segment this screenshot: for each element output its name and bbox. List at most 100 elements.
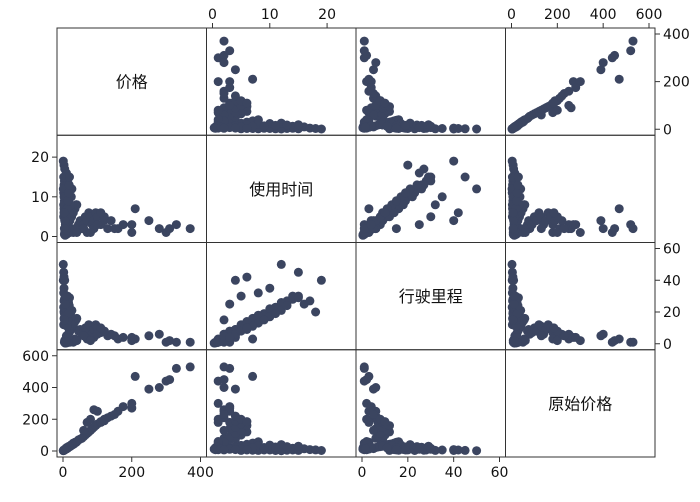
data-point: [509, 299, 519, 309]
data-point: [596, 216, 606, 226]
data-point: [103, 224, 113, 234]
data-point: [144, 331, 154, 341]
data-point: [72, 336, 82, 346]
data-point: [144, 384, 154, 394]
y-tick-label: 400: [663, 27, 690, 43]
data-point: [213, 398, 223, 408]
data-point: [61, 291, 71, 301]
panel-r1-c2: [355, 134, 506, 243]
data-point: [79, 224, 89, 234]
data-point: [230, 123, 240, 133]
data-point: [369, 410, 378, 419]
x-tick-label: 600: [636, 7, 663, 23]
data-point: [130, 334, 140, 344]
data-point: [219, 425, 229, 435]
data-point: [614, 334, 624, 344]
data-point: [127, 228, 137, 237]
data-point: [219, 58, 229, 68]
data-point: [552, 105, 562, 115]
data-point: [437, 124, 447, 133]
data-point: [236, 291, 246, 301]
x-tick-label: 400: [590, 7, 617, 23]
variable-label: 行驶里程: [399, 287, 463, 306]
data-point: [513, 180, 523, 190]
data-point: [311, 307, 321, 317]
data-point: [362, 105, 372, 115]
data-point: [598, 58, 608, 68]
data-point: [60, 299, 70, 309]
data-point: [508, 208, 518, 218]
data-point: [507, 259, 517, 269]
data-point: [106, 216, 116, 226]
data-point: [305, 296, 315, 306]
data-point: [230, 384, 240, 394]
data-point: [293, 120, 303, 130]
data-point: [380, 208, 390, 218]
data-point: [520, 336, 530, 346]
data-point: [507, 156, 517, 166]
data-point: [549, 208, 559, 218]
y-tick-label: 200: [663, 75, 690, 91]
data-point: [282, 442, 292, 452]
data-point: [271, 442, 280, 452]
data-point: [391, 196, 401, 206]
panel-r0-c1: [206, 27, 357, 136]
data-point: [130, 204, 140, 214]
data-point: [520, 228, 530, 237]
data-point: [628, 224, 638, 234]
x-tick-label: 200: [118, 465, 145, 481]
data-point: [259, 443, 269, 452]
data-point: [265, 283, 275, 293]
data-point: [401, 120, 410, 130]
data-point: [510, 291, 519, 301]
data-point: [165, 375, 175, 385]
data-point: [559, 224, 569, 234]
data-point: [371, 58, 381, 68]
data-point: [96, 323, 106, 333]
x-tick-label: 0: [507, 7, 516, 23]
data-point: [271, 120, 280, 130]
data-point: [401, 442, 410, 452]
data-point: [219, 123, 229, 133]
data-point: [86, 414, 95, 424]
data-point: [72, 228, 82, 237]
data-point: [171, 220, 181, 230]
panels-layer: [56, 27, 656, 458]
data-point: [165, 224, 175, 234]
x-tick-label: 60: [491, 465, 509, 481]
data-point: [59, 208, 69, 218]
data-point: [230, 275, 240, 285]
data-point: [414, 123, 424, 133]
data-point: [359, 46, 369, 56]
data-point: [536, 331, 546, 341]
data-point: [127, 398, 137, 408]
data-point: [79, 331, 89, 341]
data-point: [242, 272, 252, 282]
data-point: [282, 301, 292, 311]
data-point: [366, 220, 376, 230]
data-point: [552, 336, 562, 346]
y-tick-label: 0: [40, 444, 49, 460]
data-point: [118, 402, 128, 412]
variable-label: 原始价格: [548, 394, 612, 413]
data-point: [316, 446, 326, 455]
data-point: [213, 77, 223, 87]
data-point: [472, 124, 482, 134]
data-point: [59, 224, 69, 234]
x-tick-label: 20: [399, 465, 417, 481]
data-point: [248, 371, 258, 381]
data-point: [449, 156, 459, 166]
data-point: [382, 121, 392, 131]
data-point: [536, 110, 546, 120]
data-point: [110, 224, 120, 234]
data-point: [596, 65, 606, 75]
x-tick-label: 400: [187, 465, 214, 481]
x-tick-label: 40: [445, 465, 463, 481]
data-point: [59, 315, 69, 325]
data-point: [571, 83, 581, 93]
data-point: [165, 336, 175, 346]
data-point: [92, 220, 102, 230]
data-point: [453, 124, 463, 133]
data-point: [63, 196, 73, 206]
